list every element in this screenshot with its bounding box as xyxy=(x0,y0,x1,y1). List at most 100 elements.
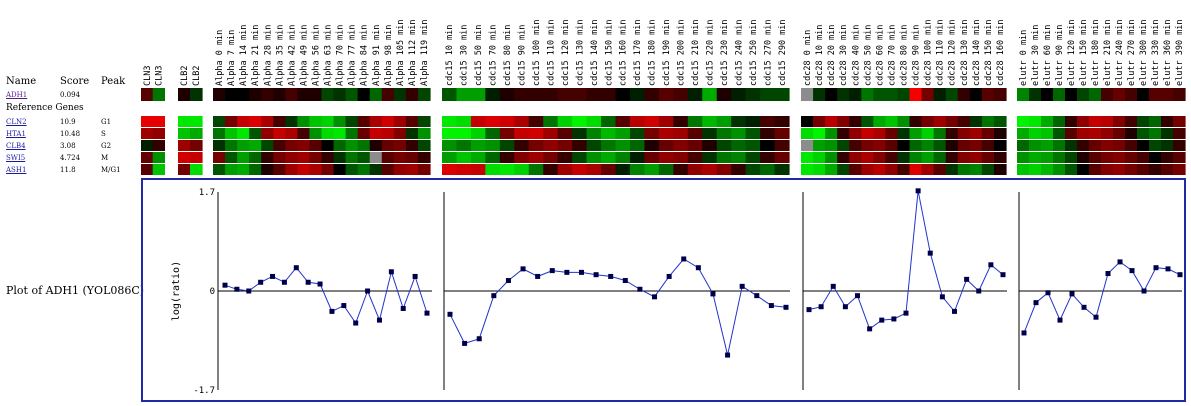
heatmap-cell xyxy=(321,164,335,175)
heatmap-cell xyxy=(849,152,862,163)
heatmap-cell xyxy=(629,88,646,101)
heatmap-cell xyxy=(213,152,226,163)
heatmap-cell xyxy=(345,116,359,127)
column-header-label: cdc28 150 min xyxy=(984,19,994,86)
column-header-label: Alpha 112 min xyxy=(408,19,418,86)
heatmap-cell xyxy=(993,88,1007,101)
heatmap-cell xyxy=(716,140,732,151)
heatmap-cell xyxy=(470,128,486,139)
score-column-header: Score xyxy=(60,76,90,87)
heatmap-cell xyxy=(1173,88,1186,101)
column-header-label: Alpha 42 min xyxy=(287,25,297,86)
heatmap-cell xyxy=(921,164,935,175)
data-point xyxy=(400,305,406,311)
heatmap-cell xyxy=(615,88,631,101)
heatmap-cell xyxy=(285,116,298,127)
heatmap-cell xyxy=(369,164,383,175)
heatmap-cell xyxy=(572,116,588,127)
heatmap-cell xyxy=(658,140,674,151)
heatmap-cell xyxy=(774,116,790,127)
column-header-label: Alpha 63 min xyxy=(324,25,334,86)
heatmap-cell xyxy=(528,152,544,163)
heatmap-cell xyxy=(745,128,761,139)
heatmap-cell xyxy=(933,128,947,139)
heatmap-cell xyxy=(1089,140,1102,151)
heatmap-cell xyxy=(1125,116,1138,127)
heatmap-cell xyxy=(1113,128,1126,139)
reference-gene-link[interactable]: CLN2 xyxy=(6,118,27,126)
column-header-label: elutr 270 min xyxy=(1127,19,1137,86)
heatmap-cell xyxy=(514,152,530,163)
heatmap-cell xyxy=(897,116,911,127)
heatmap-cell xyxy=(225,88,238,101)
reference-gene-link[interactable]: HTA1 xyxy=(6,130,26,138)
heatmap-cell xyxy=(921,128,935,139)
data-point xyxy=(681,256,687,262)
heatmap-cell xyxy=(1041,152,1054,163)
heatmap-cell xyxy=(543,140,559,151)
heatmap-cell xyxy=(981,164,995,175)
heatmap-cell xyxy=(981,152,995,163)
heatmap-cell xyxy=(760,128,776,139)
reference-gene-link[interactable]: CLB4 xyxy=(6,142,26,150)
heatmap-cell xyxy=(417,140,431,151)
heatmap-cell xyxy=(528,164,544,175)
reference-gene-link[interactable]: ASH1 xyxy=(6,166,27,174)
column-header-label: elutr 210 min xyxy=(1103,19,1113,86)
heatmap-cell xyxy=(381,128,395,139)
reference-gene-link[interactable]: SWI5 xyxy=(6,154,26,162)
heatmap-cell xyxy=(485,140,501,151)
column-header-label: cdc28 30 min xyxy=(839,25,849,86)
column-header-label: Alpha 28 min xyxy=(263,25,273,86)
data-point xyxy=(305,279,311,285)
heatmap-cell xyxy=(1065,128,1078,139)
data-point xyxy=(376,317,382,323)
column-header-label: elutr 0 min xyxy=(1019,30,1029,86)
heatmap-cell xyxy=(393,88,407,101)
heatmap-cell xyxy=(405,152,419,163)
heatmap-cell xyxy=(601,88,617,101)
heatmap-cell xyxy=(774,152,790,163)
heatmap-cell xyxy=(716,116,732,127)
query-gene-link[interactable]: ADH1 xyxy=(6,91,28,99)
heatmap-cell xyxy=(969,116,983,127)
heatmap-cell xyxy=(309,164,323,175)
log-ratio-plot: 1.7 0 -1.7 log(ratio) xyxy=(171,188,1183,396)
heatmap-cell xyxy=(442,128,458,139)
heatmap-cell xyxy=(141,140,154,151)
heatmap-cell xyxy=(1113,164,1126,175)
heatmap-cell xyxy=(885,140,899,151)
heatmap-cell xyxy=(702,116,718,127)
heatmap-cell xyxy=(1137,152,1150,163)
data-point xyxy=(927,250,933,256)
heatmap-cell xyxy=(687,88,703,101)
heatmap-cell xyxy=(885,164,899,175)
heatmap-cell xyxy=(981,116,995,127)
heatmap-cell xyxy=(658,152,674,163)
heatmap-cell xyxy=(837,164,850,175)
heatmap-cell xyxy=(417,152,431,163)
heatmap-cell xyxy=(702,140,718,151)
heatmap-cell xyxy=(909,128,923,139)
heatmap-cell xyxy=(249,88,262,101)
column-header-label: elutr 90 min xyxy=(1055,25,1065,86)
heatmap-cell xyxy=(849,140,862,151)
heatmap-cell xyxy=(285,88,298,101)
heatmap-cell xyxy=(1149,128,1162,139)
heatmap-cell xyxy=(1017,152,1030,163)
heatmap-cell xyxy=(333,128,347,139)
series-line xyxy=(449,258,787,356)
data-point xyxy=(768,303,774,309)
heatmap-cell xyxy=(615,140,631,151)
heatmap-cell xyxy=(543,116,559,127)
y-tick-label: -1.7 xyxy=(193,386,215,396)
heatmap-cell xyxy=(716,152,732,163)
column-header-label: Alpha 119 min xyxy=(420,19,430,86)
heatmap-cell xyxy=(1053,116,1066,127)
heatmap-cell xyxy=(442,140,458,151)
heatmap-cell xyxy=(837,88,850,101)
heatmap-cell xyxy=(456,128,472,139)
heatmap-cell xyxy=(731,128,747,139)
data-point xyxy=(270,273,276,279)
data-point xyxy=(652,294,658,300)
